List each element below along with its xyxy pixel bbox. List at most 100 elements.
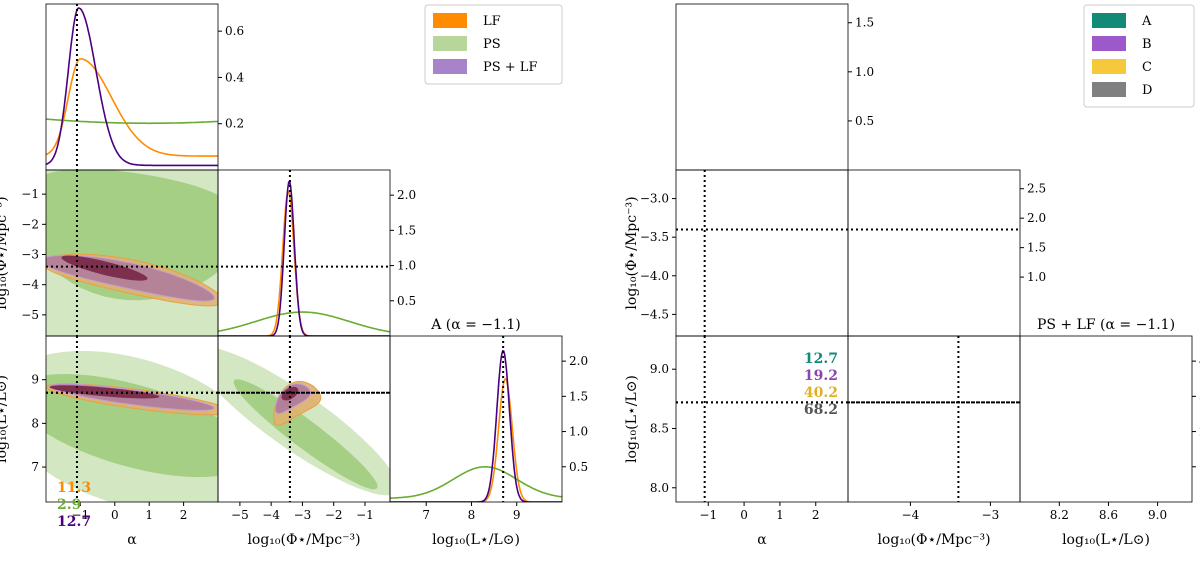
legend-swatch-LF	[433, 13, 467, 28]
x-tick-label: 2	[180, 508, 188, 522]
x-tick-label: −5	[231, 508, 249, 522]
marginal-line-A	[676, 101, 848, 161]
y-tick-label: 9	[31, 373, 39, 387]
diag-tick-label: 0.5	[397, 294, 416, 308]
contour-B-outer	[684, 344, 746, 465]
legend-swatch-PS + LF	[433, 59, 467, 74]
y-axis-label-logL: log₁₀(L⋆/L⊙)	[624, 375, 640, 463]
marginal-line-D	[676, 18, 848, 169]
contour-B-outer	[933, 384, 995, 433]
diag-frame	[389, 335, 563, 503]
contour-C-outer	[699, 194, 725, 272]
y-tick-label: 8	[31, 416, 39, 430]
marginal-line-C	[676, 33, 848, 169]
diag-tick-label: 2.0	[397, 188, 416, 202]
x-tick-label: 1	[145, 508, 153, 522]
legend-label: PS + LF	[483, 60, 537, 75]
diag-frame	[1019, 335, 1193, 503]
legend-label: B	[1142, 37, 1152, 52]
x-tick-label: −1	[356, 508, 374, 522]
contour-A-inner	[733, 422, 790, 440]
y-tick-label: −2	[21, 217, 39, 231]
x-tick-label: 0	[111, 508, 119, 522]
contour-D-inner	[697, 371, 724, 431]
marginal-line-A	[848, 212, 1020, 336]
y-tick-label: −3.0	[640, 192, 669, 206]
x-tick-label: −3	[294, 508, 312, 522]
diag-tick-label: 1.0	[397, 259, 416, 273]
diag-tick-label: 2.5	[1027, 182, 1046, 196]
marginal-line-B	[676, 47, 848, 167]
x-axis-label-logL: log₁₀(L⋆/L⊙)	[432, 532, 520, 548]
legend: LF PS PS + LF	[424, 4, 563, 85]
legend-label: LF	[483, 14, 501, 29]
diag-tick-label: 0.5	[855, 114, 874, 128]
x-axis-label-logphi: log₁₀(Φ⋆/Mpc⁻³)	[247, 532, 360, 548]
diag-tick-label: 2.0	[569, 354, 588, 368]
x-tick-label: 9.0	[1148, 508, 1167, 522]
marginal-logphi	[218, 170, 390, 336]
annotation-stack: 11.32.912.7	[57, 480, 91, 530]
diag-frame	[217, 169, 391, 337]
diag-tick-label: 1.5	[569, 389, 588, 403]
legend-swatch-PS	[433, 36, 467, 51]
marginal-line-PS+LF	[390, 349, 562, 502]
x-tick-label: −1	[72, 508, 90, 522]
diag-tick-label: 1.0	[855, 65, 874, 79]
y-tick-label: 9.0	[650, 362, 669, 376]
annotation-LF: 11.3	[57, 480, 91, 496]
contour-A-outer	[886, 366, 1012, 527]
panel-frame	[847, 335, 1021, 503]
marginal-line-LF	[46, 58, 218, 157]
corner-plot-left: 0.2 0.4 0.6 0.5 1.0 1.5 2.0 0.5 1.0 1.5 2.0 −1 0 1 2 −5…	[0, 3, 588, 548]
marginal-line-PS	[218, 311, 390, 333]
marginal-line-LF	[390, 377, 562, 502]
legend-label: A	[1141, 14, 1152, 29]
x-axis-label-alpha: α	[127, 532, 137, 548]
legend-label: C	[1142, 60, 1152, 75]
marginal-line-B	[1020, 375, 1192, 502]
annotation-stack: 12.719.240.268.2	[804, 351, 838, 418]
diag-tick-label: 1.0	[1027, 270, 1046, 284]
diag-tick-label: 0.4	[225, 70, 244, 84]
contour-C-outer	[942, 388, 983, 419]
diag-tick-label: 1.5	[855, 16, 874, 30]
marginal-line-PS	[46, 118, 218, 125]
marginal-alpha	[676, 4, 848, 170]
panel-logphi-logL	[218, 348, 390, 496]
diag-tick-label: 1.0	[569, 425, 588, 439]
marginal-logphi	[848, 170, 1020, 336]
legend-label: D	[1142, 83, 1152, 98]
x-axis-label-alpha: α	[757, 532, 767, 548]
diag-frame	[847, 169, 1021, 337]
panel-alpha-logL	[46, 351, 218, 502]
panel-frame	[217, 335, 391, 503]
diag-frame	[45, 3, 219, 171]
y-axis-label-logphi: log₁₀(Φ⋆/Mpc⁻³)	[0, 196, 10, 309]
annotation-D: 68.2	[804, 402, 838, 418]
marginal-line-C	[848, 183, 1020, 336]
diag-tick-label: 1.5	[397, 223, 416, 237]
panel-alpha-logphi	[680, 179, 859, 363]
x-tick-label: 2	[812, 508, 820, 522]
y-tick-label: 7	[31, 460, 39, 474]
annotation-B: 19.2	[804, 368, 838, 384]
annotation-PS+LF: 12.7	[57, 514, 91, 530]
panel-alpha-logphi	[46, 170, 218, 336]
y-axis-label-logL: log₁₀(L⋆/L⊙)	[0, 375, 10, 463]
legend-swatch-C	[1092, 59, 1126, 74]
marginal-line-D	[848, 180, 1020, 336]
marginal-line-PS+LF	[46, 7, 218, 167]
marginal-line-B	[848, 189, 1020, 336]
legend-swatch-A	[1092, 13, 1126, 28]
marginal-line-C	[1020, 358, 1192, 502]
legend-swatch-B	[1092, 36, 1126, 51]
y-axis-label-logphi: log₁₀(Φ⋆/Mpc⁻³)	[624, 196, 640, 309]
x-tick-label: 7	[422, 508, 430, 522]
marginal-logL	[1020, 336, 1192, 502]
x-tick-label: 0	[740, 508, 748, 522]
y-tick-label: −3	[21, 248, 39, 262]
x-tick-label: 1	[776, 508, 784, 522]
marginal-line-PS+LF	[218, 180, 390, 336]
